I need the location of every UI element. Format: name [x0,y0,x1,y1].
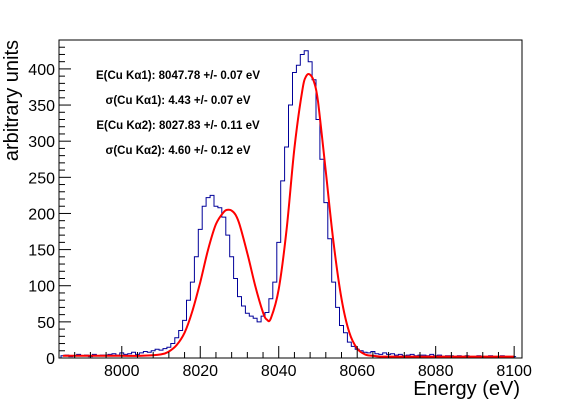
fit-result-sigma-ka2: σ(Cu Kα2): 4.60 +/- 0.12 eV [105,145,250,157]
fit-results: E(Cu Kα1): 8047.78 +/- 0.07 eV σ(Cu Kα1)… [96,70,260,157]
y-tick-label: 200 [28,206,55,223]
y-tick-label: 300 [28,134,55,151]
x-tick-label: 8080 [418,363,454,380]
y-tick-label: 400 [28,62,55,79]
y-tick-label: 150 [28,243,55,260]
histogram-series [60,50,517,358]
y-tick-label: 350 [28,98,55,115]
fit-result-sigma-ka1: σ(Cu Kα1): 4.43 +/- 0.07 eV [105,95,250,107]
histogram-layer [60,50,517,358]
y-tick-label: 50 [37,315,55,332]
x-tick-label: 8060 [339,363,375,380]
fit-result-energy-ka1: E(Cu Kα1): 8047.78 +/- 0.07 eV [96,70,260,82]
y-axis-title: arbitrary units [1,40,23,161]
x-tick-label: 8040 [261,363,297,380]
x-tick-label: 8020 [182,363,218,380]
y-tick-label: 0 [46,351,55,368]
y-axis: 0 50 100 150 200 250 300 350 400 [28,39,71,368]
x-axis: 8000 8020 8040 8060 8080 8100 [58,346,532,380]
x-tick-label: 8000 [104,363,140,380]
y-tick-label: 100 [28,279,55,296]
y-tick-label: 250 [28,170,55,187]
x-tick-label: 8100 [496,363,532,380]
x-axis-title: Energy (eV) [413,378,520,400]
fit-result-energy-ka2: E(Cu Kα2): 8027.83 +/- 0.11 eV [96,120,260,132]
